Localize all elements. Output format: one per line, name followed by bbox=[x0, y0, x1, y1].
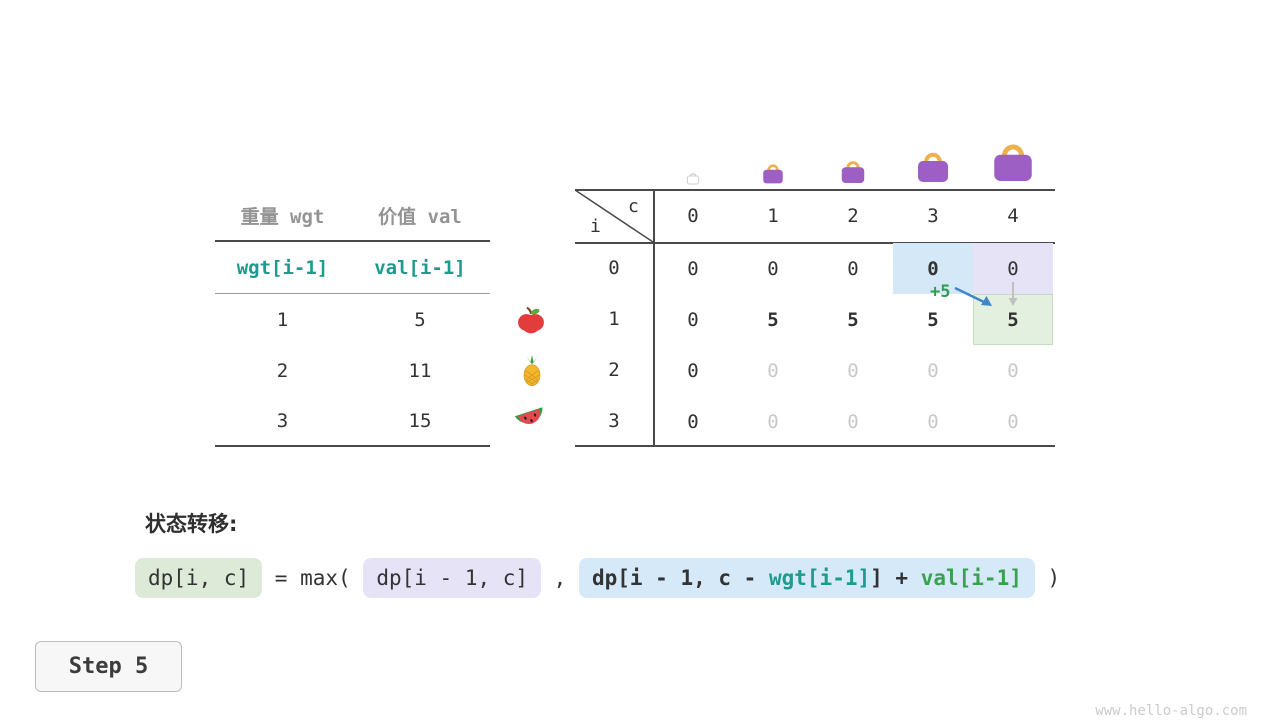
item-row-3: 3 15 bbox=[215, 396, 490, 445]
dp-table-top-line bbox=[575, 189, 1055, 191]
dp-cell-3-4: 0 bbox=[1007, 410, 1019, 433]
items-table: 重量 wgt 价值 val wgt[i-1] val[i-1] 1 5 2 11… bbox=[215, 190, 490, 447]
corner-diagonal bbox=[575, 190, 653, 242]
dp-table-bottom-line bbox=[575, 445, 1055, 447]
row-header-0: 0 bbox=[608, 257, 620, 279]
item-3-weight: 3 bbox=[276, 409, 289, 432]
item-3-value: 15 bbox=[408, 409, 432, 432]
dp-cell-0-3: 0 bbox=[893, 243, 973, 294]
dp-cell-1-3: 5 bbox=[927, 308, 939, 331]
col-header-value: 价值 val bbox=[378, 205, 462, 228]
formula-max-open: max( bbox=[300, 566, 364, 590]
plus-five-annotation: +5 bbox=[930, 282, 951, 302]
dp-cell-3-2: 0 bbox=[847, 410, 859, 433]
dp-table-vertical-line bbox=[653, 189, 655, 447]
dp-cell-2-3: 0 bbox=[927, 359, 939, 382]
divider bbox=[215, 240, 490, 242]
item-1-weight: 1 bbox=[276, 308, 289, 331]
item-row-1: 1 5 bbox=[215, 294, 490, 345]
row-header-3: 3 bbox=[608, 410, 620, 432]
dp-grid: 0 0 0 0 0 0 5 5 5 5 0 0 0 0 0 0 0 0 0 0 bbox=[653, 243, 1053, 447]
bag-icon-2 bbox=[841, 161, 865, 183]
dp-cell-2-4: 0 bbox=[1007, 359, 1019, 382]
col-header-1: 1 bbox=[767, 205, 779, 227]
dp-cell-2-1: 0 bbox=[767, 359, 779, 382]
watermark: www.hello-algo.com bbox=[1095, 703, 1247, 719]
row-header-1: 1 bbox=[608, 308, 620, 330]
formula-option2-wgt-part: wgt[i-1] bbox=[768, 566, 871, 590]
item-1-value: 5 bbox=[414, 308, 426, 331]
bag-icon-0 bbox=[686, 173, 700, 185]
formula-equals: = bbox=[262, 566, 301, 590]
dp-cell-2-0: 0 bbox=[687, 359, 699, 382]
col-header-weight: 重量 wgt bbox=[240, 205, 325, 228]
bag-icon-1 bbox=[763, 164, 783, 184]
watermelon-icon bbox=[514, 407, 543, 424]
col-header-2: 2 bbox=[847, 205, 859, 227]
dp-table-header-line bbox=[575, 242, 1055, 244]
formula-lhs-chip: dp[i, c] bbox=[135, 558, 263, 598]
corner-label-c: c bbox=[628, 196, 639, 217]
dp-row-headers: 0 1 2 3 bbox=[575, 243, 653, 447]
item-2-value: 11 bbox=[408, 359, 432, 382]
formula-option1-chip: dp[i - 1, c] bbox=[363, 558, 542, 598]
val-formula-label: val[i-1] bbox=[374, 256, 466, 279]
formula-option2-dp-part: dp[i - 1, c - bbox=[591, 566, 769, 590]
step-button[interactable]: Step 5 bbox=[35, 641, 182, 692]
formula-option2-chip: dp[i - 1, c - wgt[i-1]] + val[i-1] bbox=[578, 558, 1035, 598]
dp-cell-0-2: 0 bbox=[847, 257, 859, 280]
col-header-4: 4 bbox=[1007, 205, 1019, 227]
formula-option2-bracket-part: ] + bbox=[870, 566, 921, 590]
item-2-weight: 2 bbox=[276, 359, 289, 382]
corner-label-i: i bbox=[590, 216, 601, 237]
apple-icon bbox=[518, 306, 544, 334]
dp-cell-0-0: 0 bbox=[687, 257, 699, 280]
dp-cell-3-1: 0 bbox=[767, 410, 779, 433]
items-table-formula-row: wgt[i-1] val[i-1] bbox=[215, 242, 490, 293]
bag-icon-4 bbox=[994, 144, 1032, 181]
dp-cell-3-3: 0 bbox=[927, 410, 939, 433]
col-header-0: 0 bbox=[687, 205, 699, 227]
formula-comma: , bbox=[541, 566, 579, 590]
formula-close: ) bbox=[1034, 566, 1061, 590]
dp-cell-2-2: 0 bbox=[847, 359, 859, 382]
wgt-formula-label: wgt[i-1] bbox=[236, 256, 329, 279]
dp-cell-1-1: 5 bbox=[767, 308, 779, 331]
dp-cell-3-0: 0 bbox=[687, 410, 699, 433]
item-row-2: 2 11 bbox=[215, 345, 490, 396]
col-header-3: 3 bbox=[927, 205, 939, 227]
bag-icon-3 bbox=[918, 152, 948, 182]
divider bbox=[215, 293, 490, 294]
divider bbox=[215, 445, 490, 447]
items-table-header: 重量 wgt 价值 val bbox=[215, 190, 490, 240]
transition-arrows bbox=[954, 282, 1018, 306]
dp-col-headers: 0 1 2 3 4 bbox=[653, 190, 1053, 243]
transition-formula: dp[i, c] = max( dp[i - 1, c] , dp[i - 1,… bbox=[135, 558, 1060, 598]
pineapple-icon bbox=[523, 355, 541, 386]
dp-cell-1-0: 0 bbox=[687, 308, 699, 331]
dp-cell-1-2: 5 bbox=[847, 308, 859, 331]
transition-label: 状态转移: bbox=[145, 512, 238, 536]
formula-option2-val-part: val[i-1] bbox=[920, 566, 1022, 590]
row-header-2: 2 bbox=[608, 359, 620, 381]
dp-cell-0-1: 0 bbox=[767, 257, 779, 280]
